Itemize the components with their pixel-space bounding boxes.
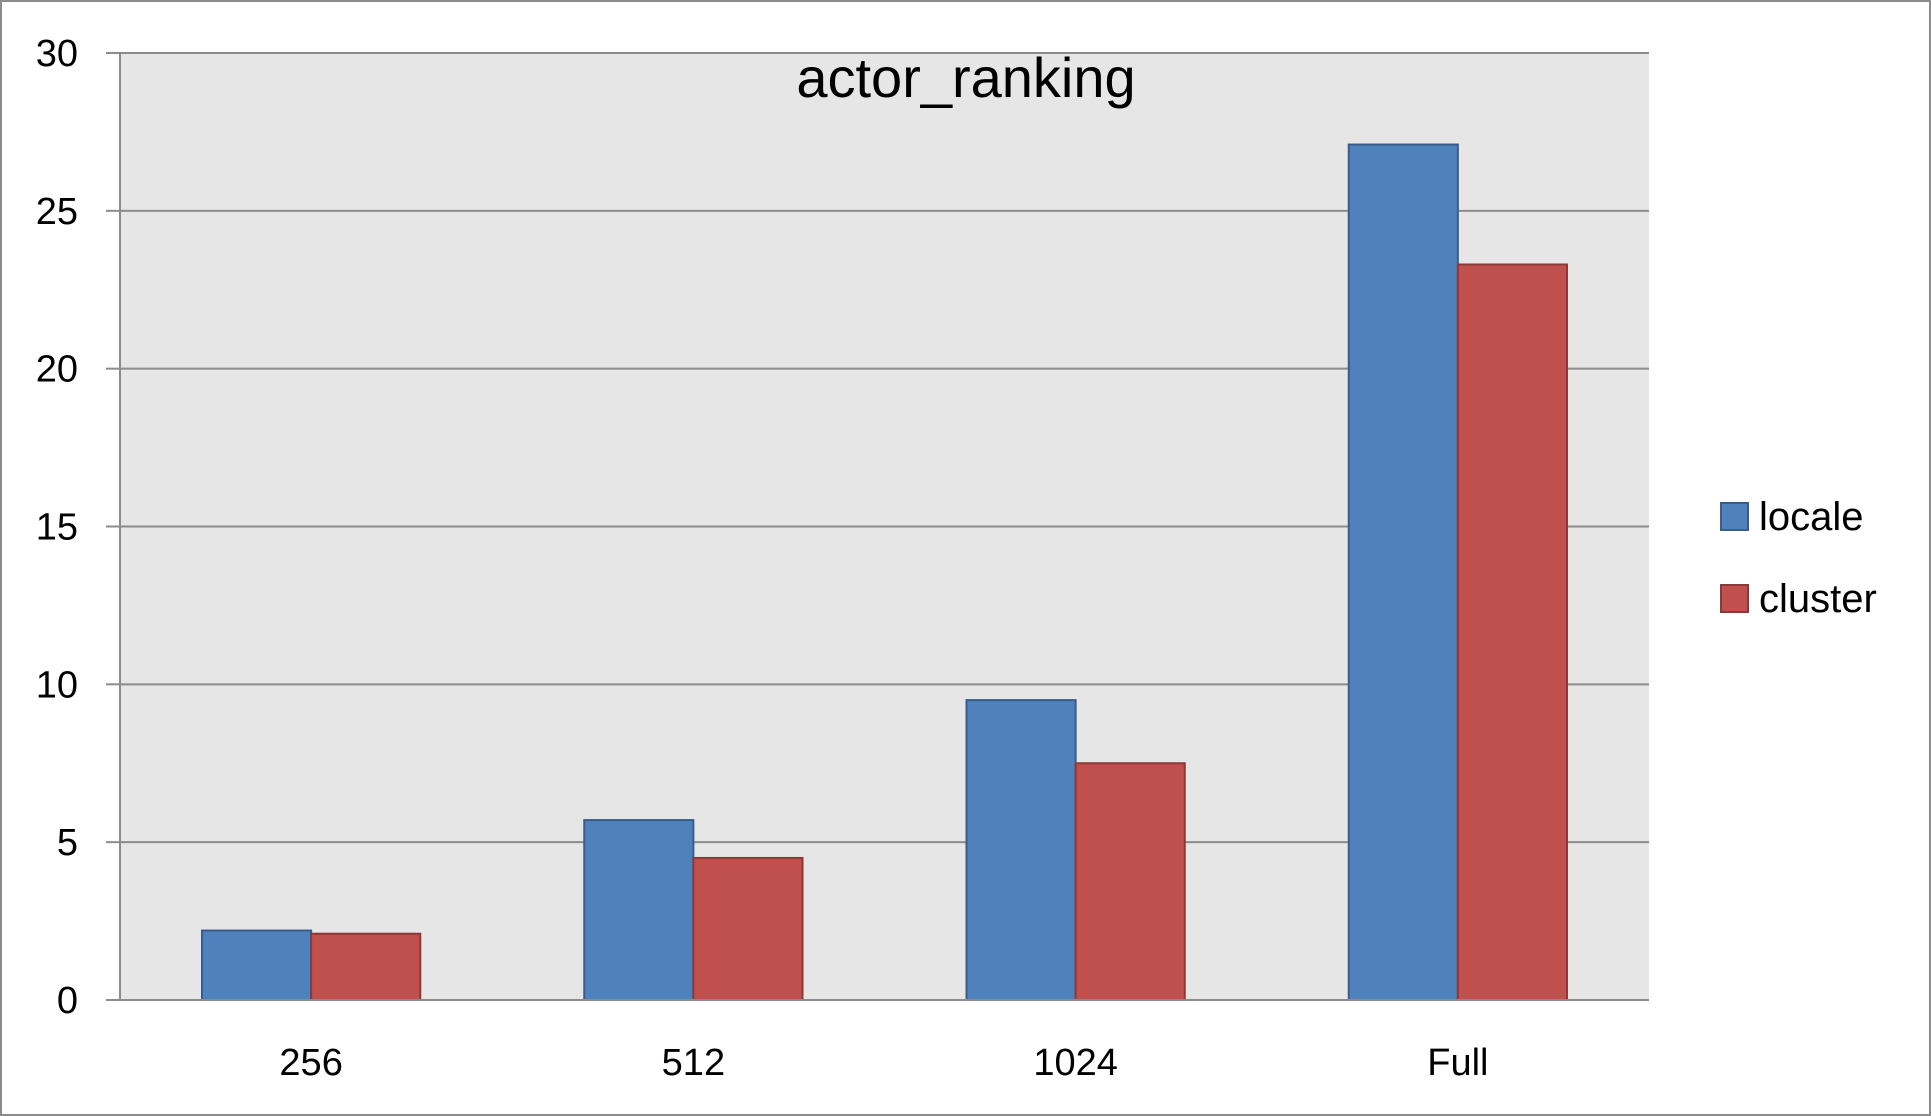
x-tick-label: 512 [662, 1042, 725, 1084]
chart-title: actor_ranking [796, 46, 1135, 109]
y-tick-label: 15 [36, 507, 78, 549]
legend: locale cluster [1720, 495, 1877, 621]
y-tick-label: 30 [36, 33, 78, 75]
y-tick-label: 0 [57, 980, 78, 1022]
x-tick-label: 1024 [1033, 1042, 1118, 1084]
legend-swatch-locale [1720, 502, 1749, 531]
legend-swatch-cluster [1720, 584, 1749, 613]
y-tick-label: 10 [36, 664, 78, 706]
x-tick-label: Full [1427, 1042, 1488, 1084]
bar-locale-1024 [965, 699, 1077, 1001]
gridlines [120, 52, 1649, 844]
bars [120, 143, 1649, 1002]
bar-locale-256 [200, 929, 313, 1002]
bar-locale-Full [1347, 143, 1459, 1001]
axes: 0 5 10 15 20 25 30 256 512 1024 Full [36, 33, 1649, 1084]
x-tick-label: 256 [279, 1042, 342, 1084]
bar-cluster-512 [692, 856, 804, 1002]
bar-cluster-Full [1456, 263, 1569, 1002]
y-tick-label: 20 [36, 349, 78, 391]
y-tick-label: 25 [36, 191, 78, 233]
bar-locale-512 [583, 819, 695, 1001]
bar-cluster-1024 [1074, 762, 1186, 1001]
legend-label-cluster: cluster [1759, 577, 1877, 621]
y-tick-label: 5 [57, 822, 78, 864]
bar-cluster-256 [310, 932, 422, 1002]
legend-label-locale: locale [1759, 495, 1864, 539]
